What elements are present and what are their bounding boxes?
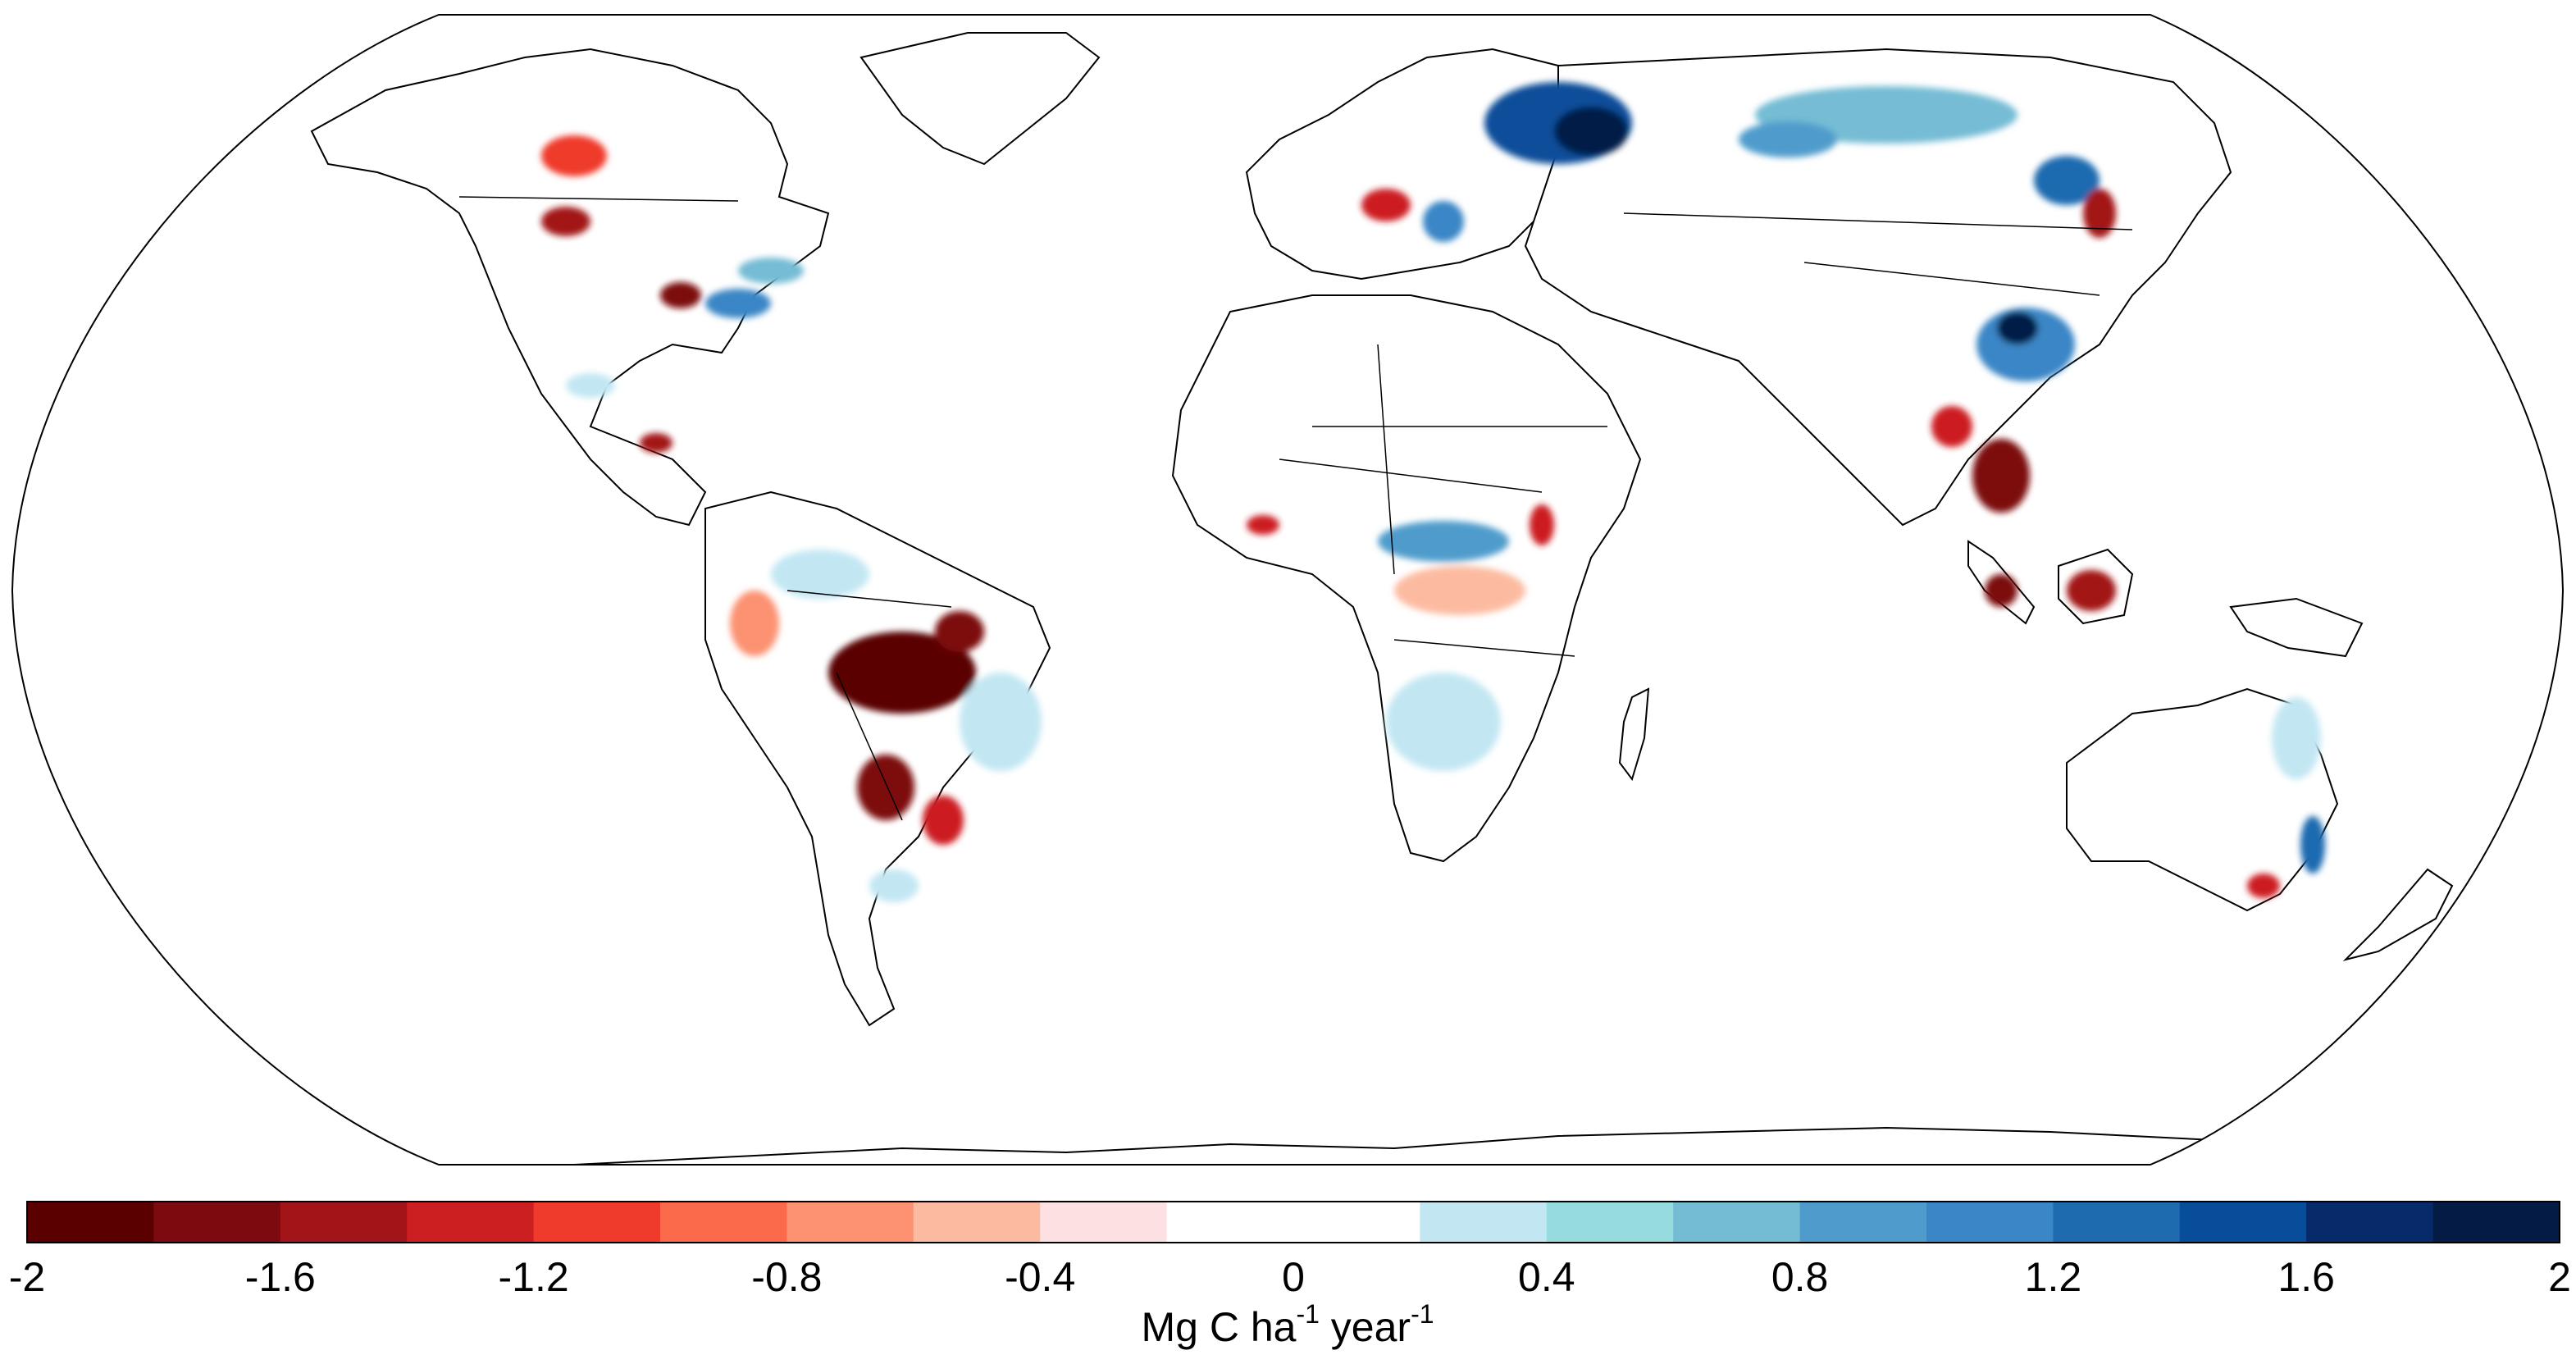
country-border bbox=[1393, 639, 1575, 657]
country-border bbox=[836, 672, 903, 821]
country-border bbox=[1803, 262, 2100, 296]
anomaly-patch bbox=[541, 207, 590, 236]
colorbar-tick-label: -0.4 bbox=[1005, 1254, 1076, 1300]
anomaly-patch bbox=[705, 289, 771, 318]
anomaly-patch bbox=[660, 282, 701, 308]
country-border bbox=[1377, 344, 1395, 575]
colorbar-tick-label: 2 bbox=[2548, 1254, 2571, 1300]
country-border bbox=[1279, 458, 1543, 493]
colorbar-tick-label: 1.6 bbox=[2277, 1254, 2335, 1300]
colorbar-bin bbox=[1293, 1202, 1420, 1243]
anomaly-patch bbox=[1739, 121, 1837, 157]
colorbar-bin bbox=[407, 1202, 535, 1243]
land-layer bbox=[310, 32, 2563, 1165]
colorbar-bin bbox=[1546, 1202, 1674, 1243]
anomaly-patch bbox=[828, 632, 976, 714]
anomaly-patch bbox=[738, 258, 804, 284]
anomaly-patch bbox=[2300, 816, 2325, 874]
country-border bbox=[786, 590, 952, 608]
colorbar-bin bbox=[1166, 1202, 1294, 1243]
anomaly-patch bbox=[2067, 570, 2116, 611]
anomaly-patch bbox=[1361, 189, 1411, 221]
anomaly-patch bbox=[541, 135, 607, 176]
anomaly-patch bbox=[857, 755, 914, 820]
anomaly-patch bbox=[923, 796, 964, 845]
anomaly-patch bbox=[771, 550, 869, 599]
colorbar-bin bbox=[2432, 1202, 2560, 1243]
colorbar-bin bbox=[2306, 1202, 2434, 1243]
anomaly-patch bbox=[2272, 697, 2321, 779]
anomaly-patch bbox=[566, 373, 615, 398]
border-layer bbox=[458, 196, 2133, 821]
anomaly-patch bbox=[640, 433, 672, 453]
colorbar-bin bbox=[913, 1202, 1041, 1243]
new-zealand-land bbox=[2342, 868, 2454, 961]
colorbar-bin bbox=[27, 1202, 154, 1243]
colorbar-tick-label: 0 bbox=[1282, 1254, 1305, 1300]
antarctica-land bbox=[327, 1126, 2563, 1165]
anomaly-patch bbox=[2083, 189, 2116, 238]
colorbar-bin bbox=[153, 1202, 281, 1243]
anomaly-layer bbox=[541, 82, 2325, 902]
colorbar-bin bbox=[660, 1202, 787, 1243]
colorbar-bin bbox=[280, 1202, 408, 1243]
colorbar-tick-label: -2 bbox=[8, 1254, 46, 1300]
anomaly-patch bbox=[2247, 874, 2280, 898]
colorbar-bin bbox=[1799, 1202, 1927, 1243]
colorbar-bin bbox=[1040, 1202, 1168, 1243]
anomaly-patch bbox=[1378, 521, 1509, 562]
anomaly-patch bbox=[1530, 504, 1554, 545]
colorbar-bin bbox=[2179, 1202, 2307, 1243]
anomaly-patch bbox=[1386, 673, 1501, 771]
anomaly-patch bbox=[935, 611, 984, 652]
anomaly-patch bbox=[1394, 566, 1525, 615]
country-border bbox=[1623, 212, 2133, 230]
madagascar-land bbox=[1618, 687, 1650, 782]
colorbar-frame bbox=[26, 1201, 2560, 1243]
map-canvas bbox=[11, 14, 2565, 1166]
colorbar-tick-label: 0.8 bbox=[1771, 1254, 1829, 1300]
globe-outline bbox=[11, 14, 2565, 1166]
new-guinea-land bbox=[2229, 597, 2364, 658]
colorbar-tick-label: 1.2 bbox=[2024, 1254, 2082, 1300]
anomaly-patch bbox=[1997, 312, 2038, 344]
colorbar-tick-label: 0.4 bbox=[1518, 1254, 1575, 1300]
anomaly-patch bbox=[1554, 107, 1628, 156]
anomaly-patch bbox=[2034, 156, 2100, 205]
anomaly-patch bbox=[1931, 406, 1972, 447]
anomaly-patch bbox=[1423, 201, 1464, 242]
anomaly-patch bbox=[960, 673, 1042, 771]
colorbar-tick-label: -1.6 bbox=[244, 1254, 316, 1300]
colorbar-tick-label: -1.2 bbox=[498, 1254, 569, 1300]
colorbar-bin bbox=[2053, 1202, 2181, 1243]
colorbar-bin bbox=[1926, 1202, 2054, 1243]
anomaly-patch bbox=[869, 869, 919, 902]
colorbar-canvas bbox=[26, 1201, 2560, 1243]
north-america-land bbox=[310, 48, 830, 527]
country-border bbox=[458, 196, 739, 202]
greenland-land bbox=[859, 32, 1101, 166]
colorbar-bin bbox=[1420, 1202, 1548, 1243]
anomaly-patch bbox=[1972, 439, 2030, 513]
anomaly-patch bbox=[730, 591, 779, 656]
colorbar-bin bbox=[533, 1202, 661, 1243]
colorbar-bin bbox=[786, 1202, 914, 1243]
colorbar bbox=[0, 1181, 2576, 1364]
colorbar-tick-label: -0.8 bbox=[751, 1254, 823, 1300]
anomaly-patch bbox=[1247, 515, 1279, 535]
world-map bbox=[11, 14, 2565, 1166]
colorbar-units-label: Mg C ha-1 year-1 bbox=[1141, 1299, 1434, 1350]
colorbar-bin bbox=[1673, 1202, 1801, 1243]
anomaly-patch bbox=[1985, 574, 2017, 607]
